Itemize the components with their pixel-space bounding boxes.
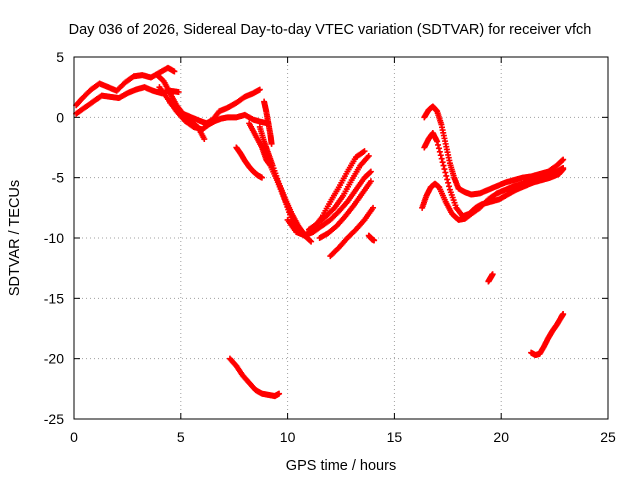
series-arc-12: [305, 152, 372, 233]
data-point: [268, 140, 275, 147]
x-tick-label: 20: [493, 429, 509, 445]
data-point: [439, 159, 446, 166]
data-point: [371, 237, 378, 244]
data-point: [175, 88, 182, 95]
series-arc-20: [485, 271, 496, 285]
x-tick-label: 15: [387, 429, 403, 445]
data-point: [307, 237, 314, 244]
series-arc-14: [327, 204, 377, 260]
series-arc-9: [261, 98, 275, 147]
data-point: [440, 162, 447, 169]
data-point: [559, 157, 566, 164]
data-points: [73, 64, 567, 400]
data-point: [560, 165, 567, 172]
series-arc-21: [528, 311, 567, 359]
series-arc-13: [316, 178, 374, 241]
data-point: [434, 138, 441, 145]
data-point: [560, 156, 567, 163]
data-point: [437, 152, 444, 159]
x-tick-label: 10: [280, 429, 296, 445]
data-point: [171, 68, 178, 75]
x-tick-label: 0: [70, 429, 78, 445]
data-point: [560, 311, 567, 318]
y-tick-label: 0: [56, 109, 64, 125]
data-point: [256, 86, 263, 93]
data-point: [258, 174, 265, 181]
grid-lines: [74, 57, 608, 419]
data-point: [436, 148, 443, 155]
x-tick-label: 5: [177, 429, 185, 445]
series-arc-16: [226, 355, 283, 400]
data-point: [435, 145, 442, 152]
y-tick-label: -20: [44, 351, 64, 367]
data-point: [441, 166, 448, 173]
data-point: [443, 172, 450, 179]
series-arc-15: [365, 232, 378, 244]
data-point: [370, 204, 377, 211]
x-axis-ticks: 0 5 10 15 20 25: [70, 57, 616, 445]
y-axis-label: SDTVAR / TECUs: [7, 180, 23, 296]
y-tick-label: -25: [44, 411, 64, 427]
series-arc-17: [421, 103, 567, 198]
y-axis-ticks: 5 0 -5 -10 -15 -20 -25: [44, 49, 608, 427]
data-point: [276, 390, 283, 397]
series-arc-19: [419, 165, 567, 223]
x-axis-label: GPS time / hours: [286, 458, 396, 474]
data-point: [365, 152, 372, 159]
series-arc-2: [73, 84, 182, 117]
data-point: [367, 168, 374, 175]
data-point: [446, 183, 453, 190]
y-tick-label: -5: [52, 170, 65, 186]
data-point: [308, 238, 315, 245]
data-point: [485, 278, 492, 285]
series-arc-6: [233, 144, 265, 181]
series-arc-5: [167, 99, 208, 143]
y-tick-label: -15: [44, 290, 64, 306]
data-point: [445, 179, 452, 186]
data-point: [438, 155, 445, 162]
x-tick-label: 25: [600, 429, 616, 445]
chart-title: Day 036 of 2026, Sidereal Day-to-day VTE…: [69, 22, 592, 38]
series-arc-8: [256, 123, 315, 245]
data-point: [442, 169, 449, 176]
data-point: [201, 136, 208, 143]
y-tick-label: 5: [56, 49, 64, 65]
y-tick-label: -10: [44, 230, 64, 246]
data-point: [444, 176, 451, 183]
data-point: [366, 169, 373, 176]
data-point: [367, 178, 374, 185]
data-point: [361, 148, 368, 155]
data-point: [435, 141, 442, 148]
